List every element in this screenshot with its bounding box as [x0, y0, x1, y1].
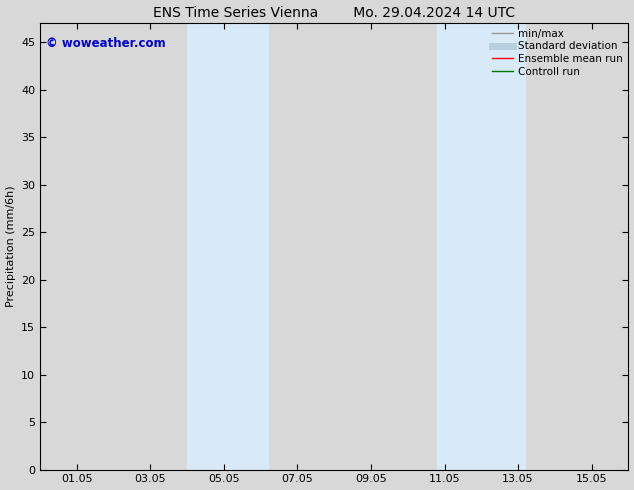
- Y-axis label: Precipitation (mm/6h): Precipitation (mm/6h): [6, 186, 16, 307]
- Bar: [187, 24, 268, 469]
- Title: ENS Time Series Vienna        Mo. 29.04.2024 14 UTC: ENS Time Series Vienna Mo. 29.04.2024 14…: [153, 5, 515, 20]
- Legend: min/max, Standard deviation, Ensemble mean run, Controll run: min/max, Standard deviation, Ensemble me…: [489, 25, 626, 80]
- Bar: [437, 24, 526, 469]
- Text: © woweather.com: © woweather.com: [46, 37, 165, 50]
